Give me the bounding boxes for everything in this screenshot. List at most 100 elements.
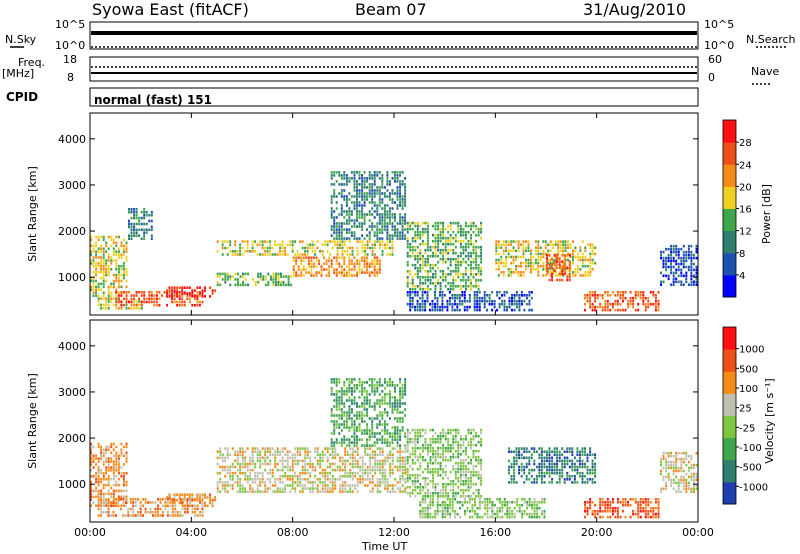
data-cell — [449, 263, 452, 267]
data-cell — [326, 243, 329, 247]
data-cell — [115, 307, 118, 310]
data-cell — [378, 186, 381, 189]
data-cell — [350, 435, 353, 438]
data-cell — [353, 183, 356, 186]
data-cell — [388, 435, 391, 438]
data-cell — [204, 504, 206, 508]
data-cell — [406, 446, 409, 450]
colorbar-tick-label: 28 — [739, 138, 752, 149]
data-cell — [348, 417, 351, 420]
data-cell — [107, 297, 110, 300]
data-cell — [584, 302, 586, 306]
data-cell — [97, 445, 100, 449]
data-cell — [366, 441, 369, 444]
data-cell — [284, 475, 287, 478]
data-cell — [181, 294, 184, 297]
data-cell — [324, 481, 327, 484]
data-cell — [335, 231, 338, 234]
data-cell — [345, 390, 348, 393]
data-cell — [404, 234, 407, 237]
data-cell — [312, 256, 315, 259]
data-cell — [102, 463, 105, 466]
data-cell — [90, 495, 92, 499]
data-cell — [682, 274, 685, 278]
data-cell — [464, 464, 467, 468]
data-cell — [311, 250, 314, 253]
data-cell — [421, 428, 424, 432]
data-cell — [229, 275, 232, 278]
data-cell — [475, 449, 478, 453]
data-cell — [541, 509, 543, 513]
data-cell — [158, 297, 161, 301]
data-cell — [340, 207, 343, 210]
data-cell — [531, 515, 534, 519]
data-cell — [456, 512, 459, 516]
data-cell — [477, 440, 480, 444]
nsky-trace — [91, 31, 697, 35]
data-cell — [424, 458, 427, 462]
data-cell — [475, 224, 478, 228]
data-cell — [690, 274, 693, 278]
data-cell — [309, 471, 312, 475]
data-cell — [140, 294, 143, 297]
data-cell — [464, 270, 467, 273]
data-cell — [426, 299, 429, 303]
data-cell — [647, 305, 650, 309]
data-cell — [226, 481, 229, 484]
data-cell — [214, 289, 217, 292]
data-cell — [470, 263, 472, 267]
data-cell — [344, 450, 347, 453]
data-cell — [399, 201, 402, 204]
data-cell — [193, 295, 196, 298]
data-cell — [120, 504, 123, 507]
data-cell — [464, 230, 467, 234]
data-cell — [462, 449, 465, 453]
data-cell — [291, 240, 294, 243]
data-cell — [381, 250, 384, 253]
data-cell — [95, 265, 98, 268]
data-cell — [249, 462, 252, 466]
data-cell — [239, 243, 242, 247]
data-cell — [92, 475, 95, 478]
data-cell — [348, 271, 351, 274]
data-cell — [296, 450, 299, 453]
data-cell — [399, 204, 402, 207]
data-cell — [634, 291, 637, 294]
data-cell — [374, 450, 377, 453]
data-cell — [348, 378, 351, 381]
data-cell — [432, 276, 434, 279]
data-cell — [574, 274, 577, 277]
data-cell — [371, 390, 374, 393]
data-cell — [401, 234, 404, 237]
data-cell — [224, 280, 227, 284]
data-cell — [97, 472, 100, 475]
data-cell — [589, 258, 592, 262]
data-cell — [117, 256, 120, 259]
data-cell — [366, 268, 369, 271]
data-cell — [102, 253, 105, 256]
data-cell — [148, 294, 151, 297]
data-cell — [259, 478, 262, 481]
data-cell — [384, 243, 386, 247]
data-cell — [242, 283, 244, 287]
data-cell — [419, 251, 422, 255]
data-cell — [340, 271, 343, 274]
data-cell — [411, 452, 414, 456]
data-cell — [677, 253, 680, 257]
data-cell — [376, 234, 379, 237]
data-cell — [406, 455, 409, 459]
data-cell — [381, 225, 384, 228]
data-cell — [142, 514, 145, 517]
data-cell — [376, 210, 379, 213]
data-cell — [292, 274, 295, 277]
data-cell — [173, 286, 176, 289]
data-cell — [522, 252, 525, 256]
data-cell — [394, 478, 397, 481]
data-cell — [394, 201, 396, 204]
data-cell — [472, 443, 475, 447]
data-cell — [349, 456, 352, 460]
data-cell — [449, 221, 452, 225]
data-cell — [437, 282, 440, 285]
data-cell — [442, 452, 445, 456]
data-cell — [120, 241, 123, 245]
